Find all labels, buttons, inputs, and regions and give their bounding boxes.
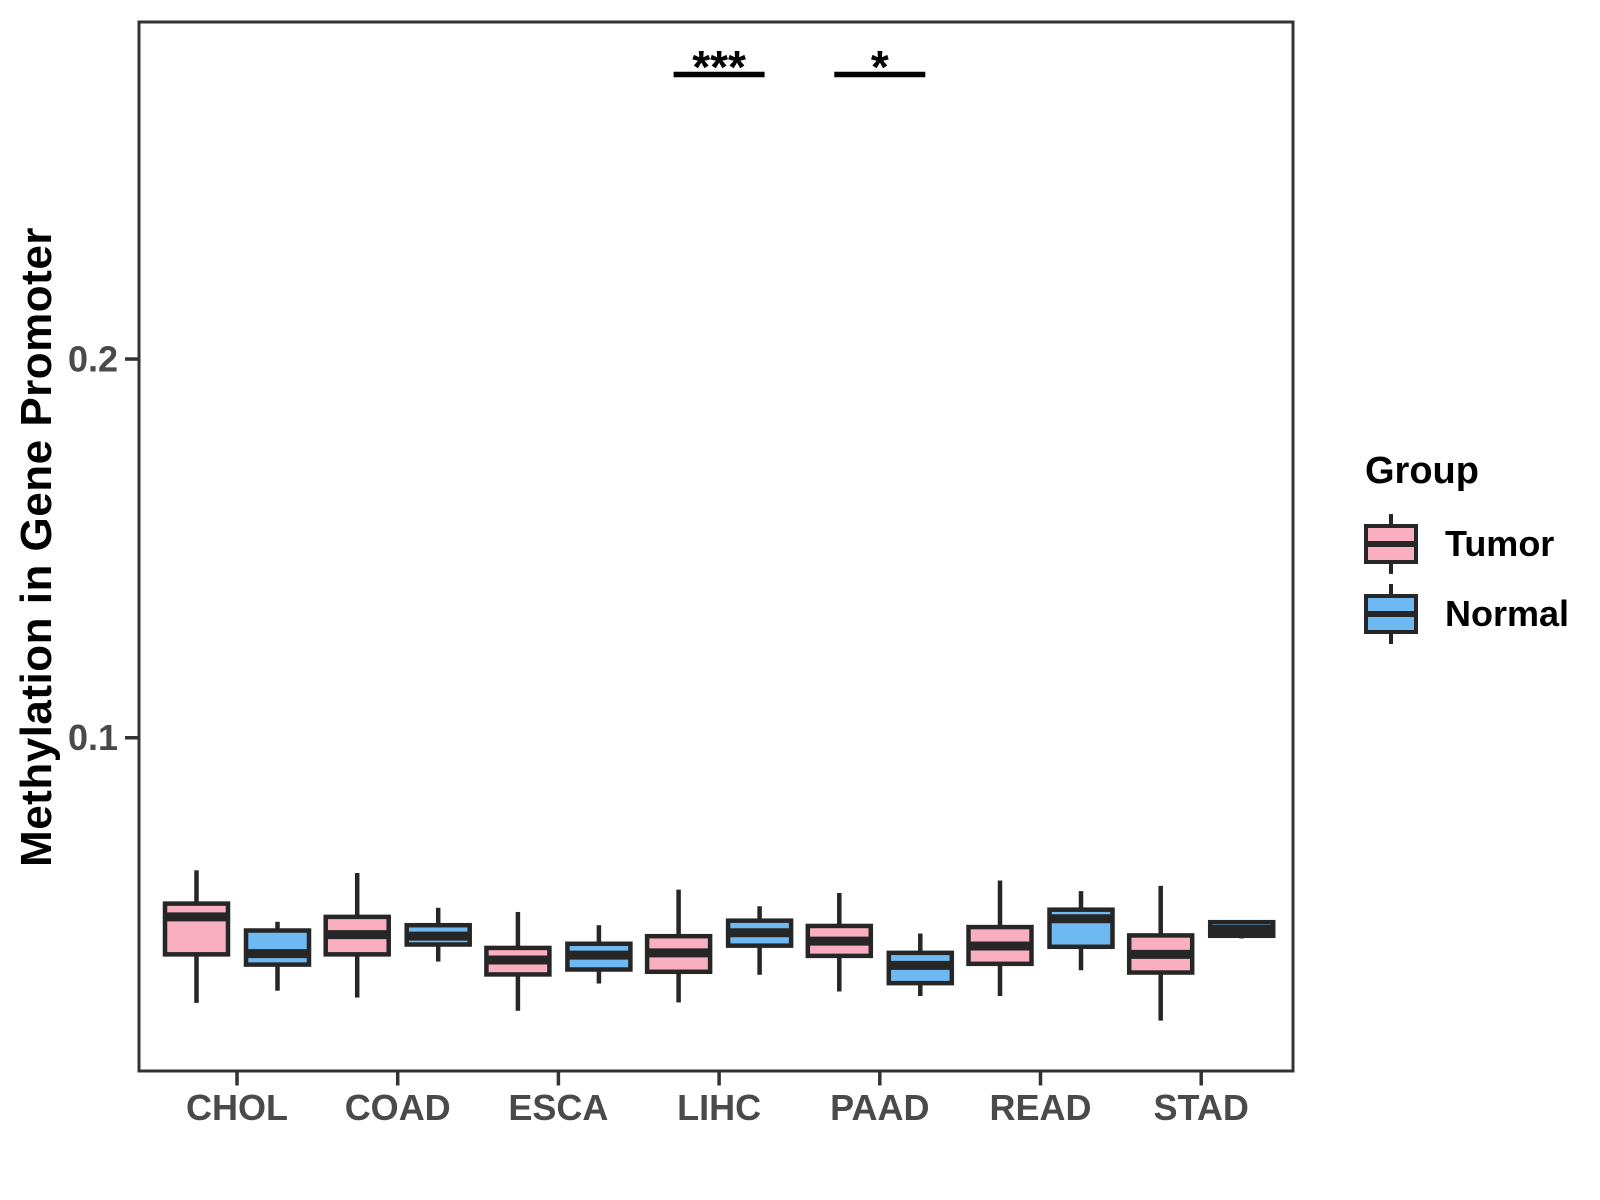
plot-panel-border [137,20,1295,1073]
significance-label-PAAD: * [871,41,889,93]
boxplot-normal-CHOL-box [243,928,312,967]
legend-item-tumor: Tumor [1363,509,1593,579]
x-axis-tick-label: READ [989,1087,1091,1128]
boxplot-tumor-CHOL-box [162,901,231,957]
legend-label-tumor: Tumor [1445,523,1555,564]
x-axis-tick-label: CHOL [186,1087,288,1128]
x-axis-tick-label: LIHC [677,1087,761,1128]
x-axis-tick-label: STAD [1154,1087,1249,1128]
legend-title: Group [1365,450,1479,492]
y-axis-tick-label: 0.2 [68,339,118,380]
x-axis-tick-label: PAAD [830,1087,929,1128]
y-axis-title: Methylation in Gene Promoter [12,227,61,867]
legend: Group Tumor Normal [1363,450,1593,649]
normal-boxplot-key-icon [1364,584,1418,644]
legend-item-normal: Normal [1363,579,1593,649]
tumor-boxplot-key-icon [1364,514,1418,574]
legend-label-normal: Normal [1445,593,1570,634]
y-axis-tick-label: 0.1 [68,717,118,758]
significance-label-LIHC: *** [692,41,746,93]
x-axis-tick-label: COAD [345,1087,451,1128]
x-axis-tick-label: ESCA [508,1087,608,1128]
